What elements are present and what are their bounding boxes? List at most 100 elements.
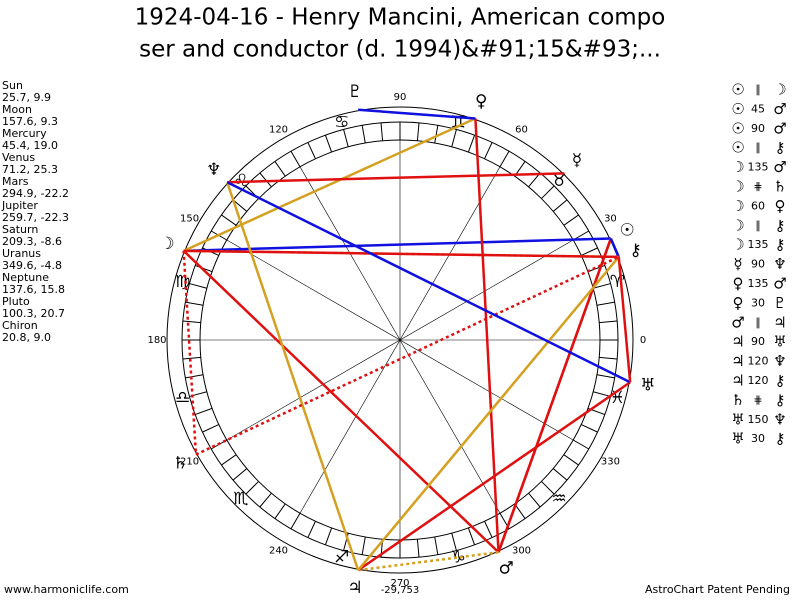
title-line: ser and conductor (d. 1994)&#91;15&#93;.… xyxy=(139,37,661,63)
ring-tick xyxy=(361,125,366,144)
ring-tick xyxy=(451,129,457,147)
aspect-planet: ♆ xyxy=(773,352,786,370)
aspect-planet: ♅ xyxy=(773,333,786,351)
bottom-value: -29,753 xyxy=(381,585,420,596)
aspect-type: ⋕ xyxy=(753,393,762,406)
ring-tick xyxy=(499,150,510,168)
ring-tick xyxy=(596,301,615,306)
spoke xyxy=(226,239,574,441)
aspect-line xyxy=(227,172,565,184)
aspect-type: 30 xyxy=(751,296,765,309)
planet-coords: 45.4, 19.0 xyxy=(2,139,58,152)
spokes xyxy=(200,140,600,540)
aspect-planet: ☽ xyxy=(731,197,744,215)
planet-glyph: ☽ xyxy=(159,234,174,254)
aspect-planet: ♀ xyxy=(733,275,744,293)
planet-name: Sun xyxy=(2,79,23,92)
ring-tick xyxy=(245,481,259,495)
ring-tick xyxy=(259,492,272,508)
aspect-type: 135 xyxy=(748,161,769,174)
degree-label: 0 xyxy=(640,335,646,346)
aspect-line xyxy=(182,249,500,554)
ring-tick xyxy=(572,439,590,450)
aspect-type: 60 xyxy=(751,199,765,212)
aspect-planet: ♆ xyxy=(773,255,786,273)
aspect-line xyxy=(182,250,198,455)
planet-name: Moon xyxy=(2,103,32,116)
aspect-line xyxy=(226,181,631,384)
zodiac-sign: ♎ xyxy=(175,388,190,408)
aspect-type: 90 xyxy=(751,335,765,348)
ring-tick xyxy=(232,199,248,212)
ring-tick xyxy=(274,161,286,177)
planet-glyph: ☉ xyxy=(619,221,634,241)
ring-tick xyxy=(434,536,439,555)
planet-name: Mars xyxy=(2,175,29,188)
ring-tick xyxy=(221,454,237,466)
ring-tick xyxy=(596,374,615,379)
title-line: 1924-04-16 - Henry Mancini, American com… xyxy=(135,5,666,31)
ring-tick xyxy=(541,185,555,199)
aspect-planet: ♂ xyxy=(773,275,786,293)
degree-label: 330 xyxy=(601,457,620,468)
planet-name: Neptune xyxy=(2,271,49,284)
ring-tick xyxy=(380,122,384,141)
ring-tick xyxy=(259,172,272,188)
aspect-planet: ♃ xyxy=(731,333,744,351)
ring-tick xyxy=(189,283,207,289)
ring-tick xyxy=(343,129,349,147)
degree-label: 210 xyxy=(180,457,199,468)
aspect-planet: ⚷ xyxy=(775,372,786,390)
ring-tick xyxy=(467,134,476,153)
zodiac-sign: ♋ xyxy=(334,113,349,133)
planet-glyph: ♇ xyxy=(347,82,362,102)
aspect-planet: ☉ xyxy=(731,119,744,137)
aspect-type: ∥ xyxy=(755,83,761,96)
ring-tick xyxy=(581,424,598,433)
tick-ring xyxy=(182,122,618,558)
planet-coords: 137.6, 15.8 xyxy=(2,283,65,296)
aspect-planet: ♀ xyxy=(733,294,744,312)
aspect-type: 120 xyxy=(748,374,769,387)
zodiac-sign: ♍ xyxy=(175,272,190,292)
aspect-line xyxy=(357,256,620,572)
aspect-type: ∥ xyxy=(755,141,761,154)
aspect-type: 90 xyxy=(751,258,765,271)
planet-coords: 349.6, -4.8 xyxy=(2,259,62,272)
aspect-line xyxy=(183,117,476,252)
aspect-planet: ⚷ xyxy=(775,139,786,157)
planet-coords: 71.2, 25.3 xyxy=(2,163,58,176)
ring-tick xyxy=(290,512,301,530)
aspect-planet: ♅ xyxy=(731,430,744,448)
zodiac-sign: ♑ xyxy=(451,547,466,567)
ring-tick xyxy=(593,283,611,289)
ring-tick xyxy=(484,142,493,159)
ring-tick xyxy=(563,214,579,226)
aspect-type: 135 xyxy=(748,238,769,251)
aspect-type: 120 xyxy=(748,355,769,368)
planet-coords: 100.3, 20.7 xyxy=(2,307,65,320)
aspect-type: 30 xyxy=(751,432,765,445)
aspect-planet: ⚷ xyxy=(775,236,786,254)
ring-tick xyxy=(514,503,526,519)
aspect-type: 150 xyxy=(748,413,769,426)
aspect-line xyxy=(195,255,620,456)
ring-tick xyxy=(202,424,219,433)
aspect-planet: ♂ xyxy=(731,313,744,331)
aspect-type: 135 xyxy=(748,277,769,290)
planet-glyph: ♆ xyxy=(206,160,221,180)
planet-name: Pluto xyxy=(2,295,30,308)
planet-coords: 20.8, 9.0 xyxy=(2,331,51,344)
aspect-type: ∥ xyxy=(755,316,761,329)
aspect-type: ⋕ xyxy=(753,180,762,193)
aspect-planet: ☽ xyxy=(773,81,786,99)
ring-tick xyxy=(451,533,457,551)
ring-tick xyxy=(593,391,611,397)
ring-tick xyxy=(528,492,541,508)
planet-coords: 209.3, -8.6 xyxy=(2,235,62,248)
ring-tick xyxy=(484,521,493,538)
aspect-line xyxy=(226,181,360,571)
ring-tick xyxy=(194,407,213,416)
planet-glyph: ♀ xyxy=(475,91,487,111)
